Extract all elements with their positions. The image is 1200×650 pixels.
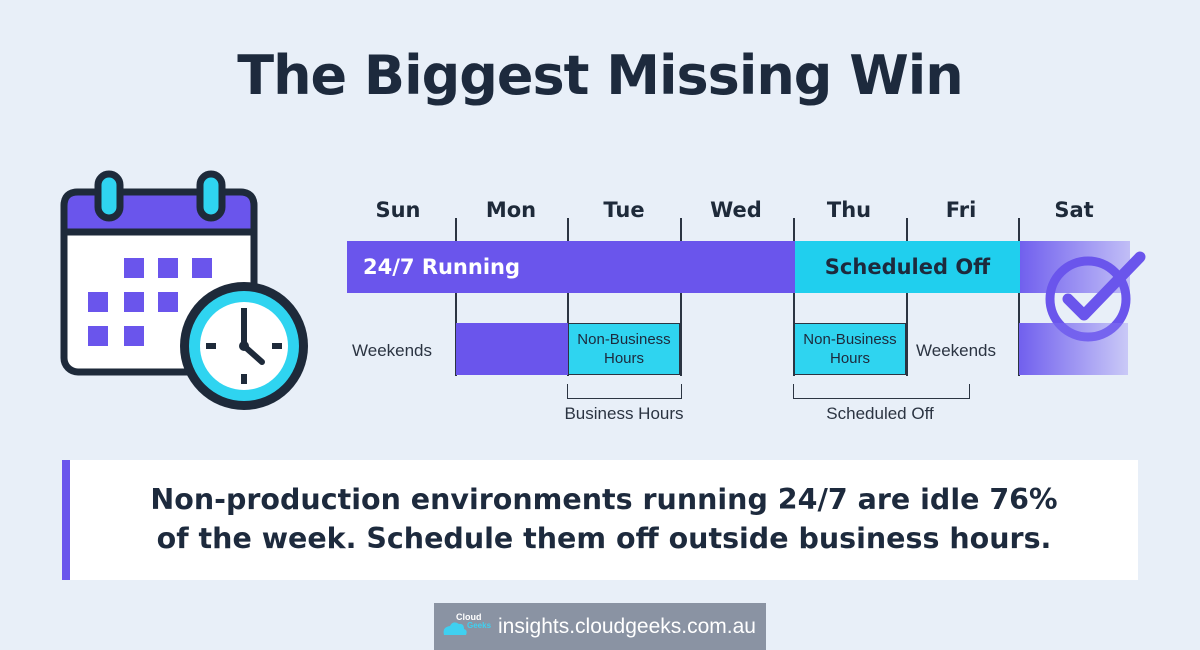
calendar-clock-illustration [58, 170, 318, 425]
calendar-icon [60, 170, 308, 410]
footer-url[interactable]: insights.cloudgeeks.com.au [498, 614, 756, 638]
scheduled-off-label: Scheduled Off [826, 404, 934, 423]
business-hours-bracket [567, 384, 682, 399]
non-business-line1: Non-Business [803, 331, 897, 348]
day-sat: Sat [1054, 198, 1094, 222]
callout-box: Non-production environments running 24/7… [62, 460, 1138, 580]
running-bar: 24/7 Running [347, 241, 795, 293]
logo-word-geeks: Geeks [467, 621, 492, 630]
non-business-line2: Hours [603, 350, 644, 367]
day-fri: Fri [945, 198, 977, 222]
scheduled-off-bracket [793, 384, 970, 399]
non-business-line2: Hours [829, 350, 870, 367]
day-sun: Sun [375, 198, 421, 222]
weekends-label-right: Weekends [916, 341, 997, 360]
day-divider [906, 218, 908, 376]
day-tue: Tue [603, 198, 645, 222]
day-divider [1018, 218, 1020, 376]
scheduled-off-bar: Scheduled Off [795, 241, 1020, 293]
weekends-label-left: Weekends [352, 341, 433, 360]
day-divider [455, 218, 457, 376]
non-business-hours-block: Non-Business Hours [794, 323, 906, 375]
monday-block [456, 323, 568, 375]
day-wed: Wed [710, 198, 762, 222]
day-divider [567, 218, 569, 376]
day-thu: Thu [826, 198, 872, 222]
saturday-block [1019, 323, 1128, 375]
callout-line2: of the week. Schedule them off outside b… [156, 522, 1052, 555]
day-divider [793, 218, 795, 376]
day-mon: Mon [485, 198, 537, 222]
business-hours-label: Business Hours [564, 404, 684, 423]
callout-text: Non-production environments running 24/7… [70, 480, 1138, 558]
callout-line1: Non-production environments running 24/7… [150, 483, 1058, 516]
footer-banner[interactable]: Cloud Geeks insights.cloudgeeks.com.au [434, 603, 766, 650]
non-business-hours-block: Non-Business Hours [568, 323, 680, 375]
day-divider [680, 218, 682, 376]
cloud-logo-icon: Cloud Geeks [434, 603, 498, 650]
page-title: The Biggest Missing Win [237, 44, 964, 107]
logo-word-cloud: Cloud [456, 612, 482, 622]
non-business-line1: Non-Business [577, 331, 671, 348]
clock-icon [180, 282, 308, 410]
